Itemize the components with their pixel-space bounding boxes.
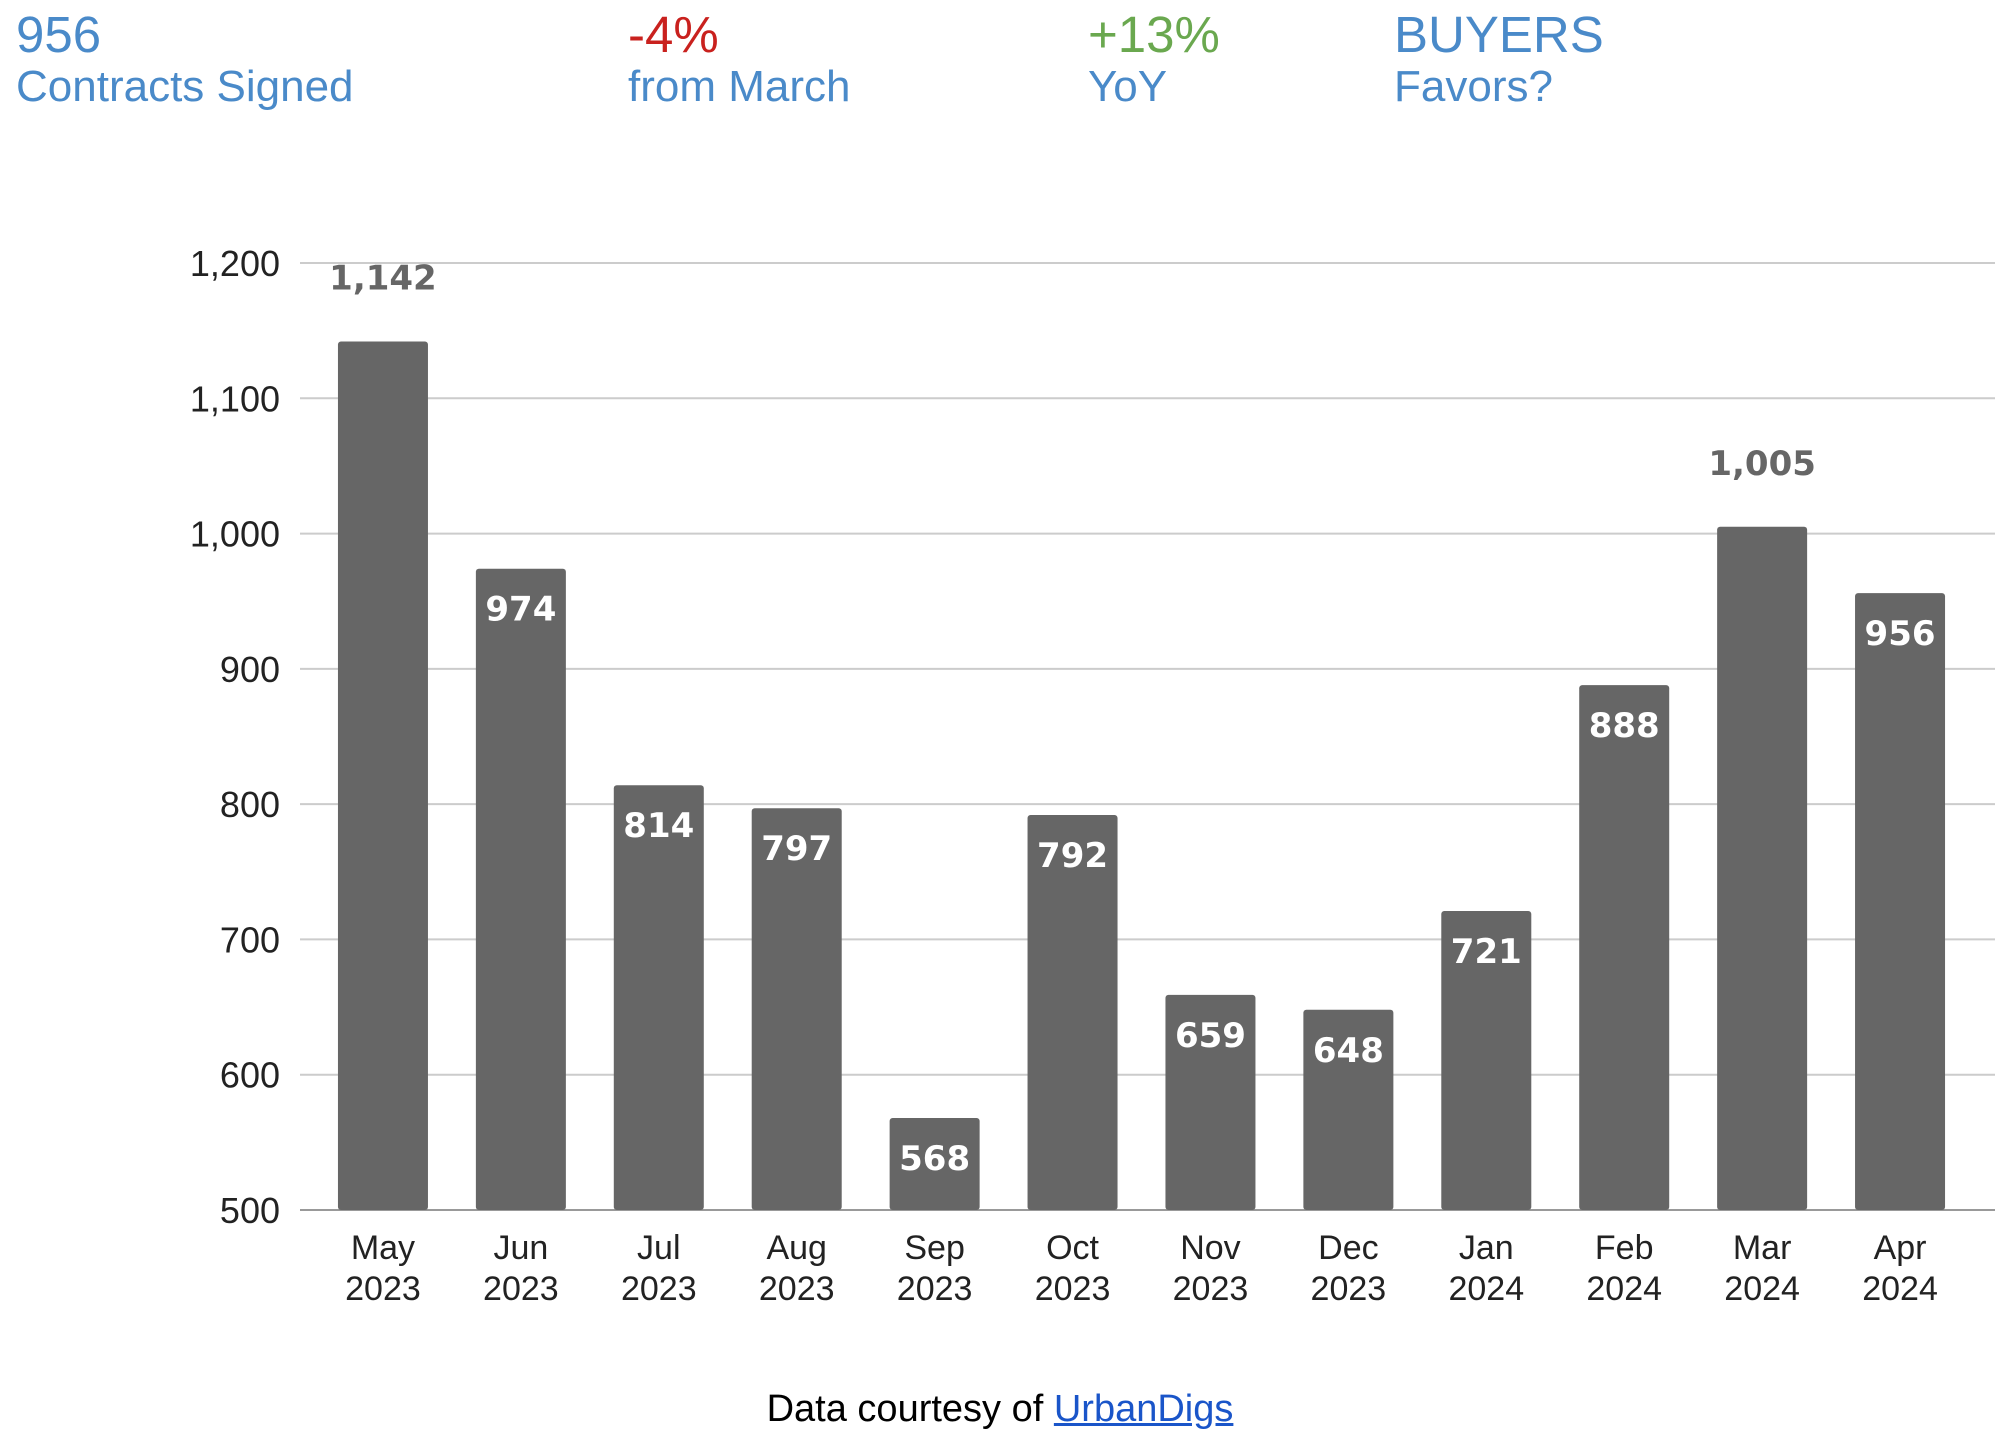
x-axis-ticks: May2023Jun2023Jul2023Aug2023Sep2023Oct20… [345,1229,1938,1308]
kpi-value: BUYERS [1394,6,1604,63]
x-tick-label: Nov [1180,1229,1240,1267]
data-label: 956 [1865,614,1936,654]
x-tick-label: Dec [1318,1229,1378,1267]
y-tick-label: 1,100 [190,378,280,419]
x-tick-label: Apr [1874,1229,1927,1267]
kpi-yoy-change: +13% YoY [1088,8,1220,110]
data-label: 797 [761,829,832,869]
y-tick-label: 600 [220,1055,280,1096]
y-tick-label: 1,200 [190,243,280,284]
x-tick-label: 2023 [345,1270,421,1308]
data-label: 814 [623,806,694,846]
x-tick-label: 2023 [483,1270,559,1308]
x-tick-label: Mar [1733,1229,1792,1267]
bar [1855,593,1946,1210]
data-label: 648 [1313,1031,1384,1071]
data-label: 792 [1037,836,1108,876]
y-tick-label: 1,000 [190,514,280,555]
kpi-value: -4% [628,6,719,63]
y-tick-label: 700 [220,919,280,960]
x-tick-label: 2024 [1862,1270,1938,1308]
kpi-market-favor: BUYERS Favors? [1394,8,1604,110]
data-label: 888 [1589,706,1660,746]
gridlines [300,262,1995,1211]
y-tick-label: 500 [220,1190,280,1231]
data-label: 1,005 [1708,444,1816,484]
bar [1579,685,1670,1210]
x-tick-label: 2023 [1311,1270,1387,1308]
x-tick-label: Aug [766,1229,827,1267]
urbandigs-link[interactable]: UrbanDigs [1053,1388,1234,1430]
bar [1441,911,1532,1210]
bar [337,341,428,1211]
kpi-label: Contracts Signed [16,61,354,111]
data-label: 721 [1451,932,1522,972]
data-label: 974 [485,590,556,630]
bar [613,785,704,1210]
data-labels: 1,142 974 814 797 568 792 659 648 721 888 1,005 956 [329,258,1935,1179]
data-label: 568 [899,1139,970,1179]
x-tick-label: Jun [493,1229,548,1267]
kpi-label: Favors? [1394,61,1553,111]
bar [1717,526,1808,1210]
x-tick-label: Sep [904,1229,965,1267]
bar [889,1118,980,1210]
x-tick-label: 2023 [1173,1270,1249,1308]
x-tick-label: 2024 [1448,1270,1524,1308]
x-tick-label: Feb [1595,1229,1654,1267]
data-label: 1,142 [329,258,437,298]
x-tick-label: 2023 [621,1270,697,1308]
kpi-value: +13% [1088,6,1220,63]
x-tick-label: 2023 [897,1270,973,1308]
bar [1165,994,1256,1210]
data-source-credit: Data courtesy of UrbanDigs [0,1388,2000,1431]
bar [751,808,842,1210]
y-tick-label: 900 [220,649,280,690]
x-tick-label: 2024 [1724,1270,1800,1308]
x-tick-label: Oct [1046,1229,1099,1267]
x-tick-label: 2023 [759,1270,835,1308]
credit-text: Data courtesy of [766,1388,1054,1430]
kpi-label: from March [628,61,851,111]
x-tick-label: Jan [1459,1229,1514,1267]
y-tick-label: 800 [220,784,280,825]
kpi-value: 956 [16,6,102,63]
contracts-bar-chart: 500 600 700 800 900 1,000 1,100 1,200 1,142 974 8… [190,243,1995,1308]
kpi-month-change: -4% from March [628,8,850,110]
bar [1303,1009,1394,1210]
bar [475,568,566,1210]
data-label: 659 [1175,1016,1246,1056]
kpi-contracts-signed: 956 Contracts Signed [16,8,354,110]
x-tick-label: Jul [637,1229,680,1267]
x-tick-label: 2024 [1586,1270,1662,1308]
x-tick-label: May [351,1229,415,1267]
kpi-label: YoY [1088,61,1168,111]
bars [337,341,1946,1211]
y-axis-ticks: 500 600 700 800 900 1,000 1,100 1,200 [190,243,280,1231]
x-tick-label: 2023 [1035,1270,1111,1308]
bar [1027,814,1118,1210]
